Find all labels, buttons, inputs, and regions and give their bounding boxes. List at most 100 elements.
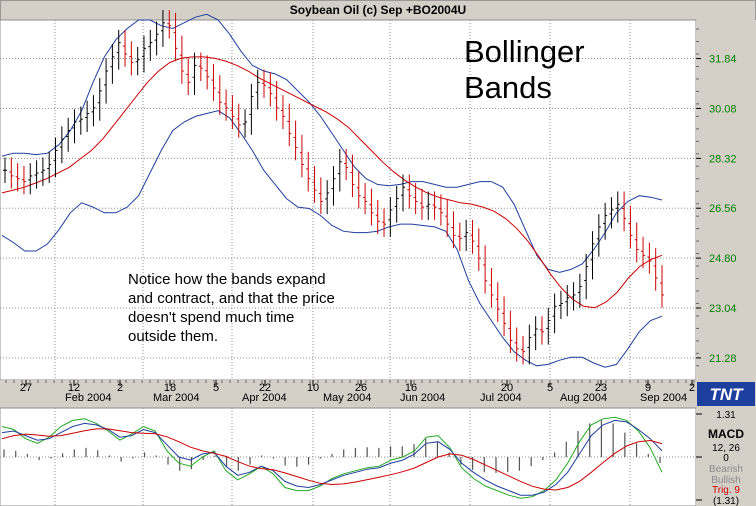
price-bar bbox=[243, 109, 248, 138]
price-bar bbox=[350, 154, 355, 198]
price-bar bbox=[116, 29, 121, 70]
price-bar bbox=[363, 182, 368, 215]
middle-bollinger-band bbox=[1, 56, 663, 309]
x-axis-day-label: 2 bbox=[689, 382, 695, 394]
price-bar bbox=[489, 268, 494, 308]
price-bar bbox=[521, 336, 526, 365]
price-bar bbox=[571, 282, 576, 311]
price-bar bbox=[192, 52, 197, 96]
price-bar bbox=[186, 58, 191, 96]
price-bar bbox=[167, 10, 172, 39]
price-bar bbox=[527, 324, 532, 365]
price-bar bbox=[97, 78, 102, 121]
x-axis-month-label: Mar 2004 bbox=[153, 392, 199, 404]
axis-labels: 31.84 30.08 28.32 26.56 24.80 23.04 21.28 Feb 2… bbox=[5, 28, 737, 404]
price-bar bbox=[558, 290, 563, 320]
price-bar bbox=[15, 163, 20, 192]
price-bar bbox=[533, 316, 538, 351]
price-bar bbox=[173, 12, 178, 62]
x-axis-day-label: 10 bbox=[307, 382, 319, 394]
macd-line bbox=[1, 419, 663, 496]
price-bar bbox=[255, 69, 260, 110]
price-bar bbox=[565, 285, 570, 317]
price-bar bbox=[154, 21, 159, 56]
price-bar bbox=[514, 327, 519, 362]
x-axis-day-label: 16 bbox=[405, 382, 417, 394]
price-bar bbox=[470, 219, 475, 254]
price-bar bbox=[628, 205, 633, 249]
price-bar bbox=[432, 191, 437, 220]
price-bar bbox=[198, 52, 203, 81]
price-bar bbox=[451, 211, 456, 249]
price-bar bbox=[59, 126, 64, 164]
y-axis-tick-label: 28.32 bbox=[709, 153, 737, 165]
x-axis-day-label: 27 bbox=[20, 382, 32, 394]
tnt-logo-background bbox=[697, 382, 755, 406]
price-bar bbox=[236, 103, 241, 138]
chart-annotation-note: Notice how the bands expand and contract… bbox=[128, 270, 388, 346]
price-bar bbox=[615, 191, 620, 223]
x-axis-day-label: 23 bbox=[595, 382, 607, 394]
price-bar bbox=[268, 72, 273, 107]
price-bar bbox=[91, 95, 96, 127]
price-bar bbox=[331, 165, 336, 206]
y-axis-tick-label: 24.80 bbox=[709, 253, 737, 265]
price-bar bbox=[502, 296, 507, 337]
x-axis-day-label: 5 bbox=[547, 382, 553, 394]
price-bar bbox=[293, 120, 298, 161]
price-bar bbox=[299, 134, 304, 178]
annotation-text-line: Notice how the bands expand bbox=[128, 271, 326, 288]
macd-signal-line bbox=[1, 428, 663, 491]
tnt-logo: TNT bbox=[697, 382, 755, 406]
price-bar bbox=[21, 165, 26, 195]
price-bar bbox=[400, 174, 405, 212]
macd-y-tick-label: (1.31) bbox=[713, 496, 739, 506]
price-bar bbox=[160, 10, 165, 47]
price-bar bbox=[230, 95, 235, 130]
price-bar bbox=[634, 222, 639, 263]
price-bar bbox=[141, 35, 146, 73]
price-bar bbox=[280, 95, 285, 130]
macd-bearish-label: Bearish bbox=[709, 464, 743, 475]
price-bar bbox=[609, 197, 614, 229]
x-axis-day-label: 18 bbox=[164, 382, 176, 394]
x-axis-month-label: Jun 2004 bbox=[400, 392, 445, 404]
price-bar bbox=[28, 163, 33, 195]
price-bar bbox=[135, 46, 140, 76]
price-bar bbox=[413, 182, 418, 215]
chart-annotation-title: Bollinger Bands bbox=[464, 34, 585, 106]
price-bar bbox=[394, 185, 399, 223]
x-axis-day-label: 22 bbox=[259, 382, 271, 394]
y-axis-tick-label: 21.28 bbox=[709, 353, 737, 365]
price-bar bbox=[596, 214, 601, 257]
price-bar bbox=[464, 219, 469, 252]
price-bar bbox=[483, 245, 488, 294]
macd-bullish-label: Bullish bbox=[711, 475, 740, 486]
price-bar bbox=[344, 148, 349, 181]
price-bar bbox=[148, 29, 153, 62]
price-bar bbox=[641, 236, 646, 269]
macd-trigger-label: Trig. 9 bbox=[712, 485, 740, 496]
price-bar bbox=[85, 100, 90, 132]
x-axis-day-label: 5 bbox=[213, 382, 219, 394]
price-bar bbox=[325, 180, 330, 215]
y-axis-tick-label: 31.84 bbox=[709, 54, 737, 66]
annotation-text-line: and contract, and that the price bbox=[128, 290, 335, 307]
price-bar bbox=[369, 188, 374, 226]
price-bar bbox=[217, 75, 222, 115]
price-bar bbox=[546, 307, 551, 345]
price-axis-panel bbox=[696, 20, 756, 380]
annotation-title-line: Bollinger bbox=[464, 34, 585, 69]
lower-bollinger-band bbox=[1, 110, 663, 368]
price-bar bbox=[382, 208, 387, 237]
y-axis-tick-label: 23.04 bbox=[709, 303, 737, 315]
price-bar bbox=[337, 148, 342, 192]
price-bar bbox=[205, 55, 210, 90]
price-bar bbox=[306, 151, 311, 192]
price-bar bbox=[495, 282, 500, 322]
x-axis-month-label: May 2004 bbox=[323, 392, 371, 404]
macd-trigger-line bbox=[1, 416, 663, 499]
price-bar bbox=[584, 253, 589, 300]
